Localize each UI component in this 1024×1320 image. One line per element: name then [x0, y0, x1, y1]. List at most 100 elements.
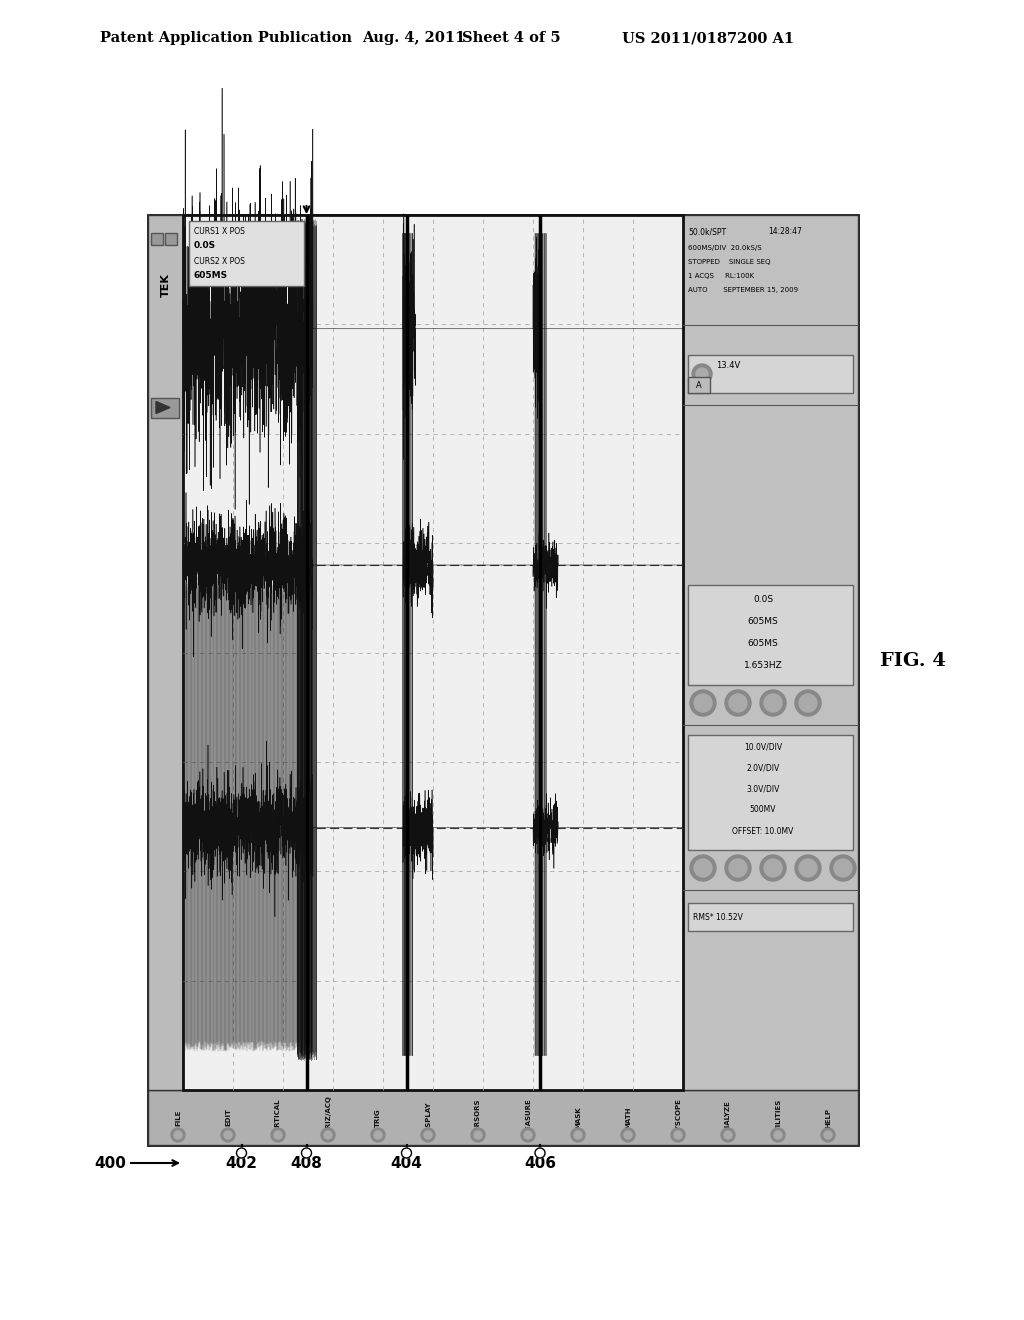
Text: TRIG: TRIG	[375, 1109, 381, 1127]
Circle shape	[535, 1148, 545, 1158]
Text: 10.0V/DIV: 10.0V/DIV	[744, 742, 782, 751]
Circle shape	[692, 364, 712, 384]
Circle shape	[321, 1129, 335, 1142]
Bar	[688, 355, 853, 393]
Text: 605MS: 605MS	[748, 639, 778, 648]
Text: FIG. 4: FIG. 4	[880, 652, 946, 671]
Circle shape	[694, 859, 712, 876]
Text: AUTO       SEPTEMBER 15, 2009: AUTO SEPTEMBER 15, 2009	[688, 286, 798, 293]
Text: 408: 408	[291, 1155, 323, 1171]
Bar	[683, 215, 858, 1090]
Text: EDIT: EDIT	[225, 1109, 231, 1126]
Circle shape	[774, 1131, 782, 1139]
Circle shape	[771, 1129, 785, 1142]
Circle shape	[674, 1131, 682, 1139]
Circle shape	[221, 1129, 234, 1142]
Text: HORIZ/ACQ: HORIZ/ACQ	[325, 1096, 331, 1139]
Text: 13.4V: 13.4V	[716, 360, 740, 370]
Circle shape	[760, 855, 786, 880]
Text: 0.0S: 0.0S	[753, 595, 773, 605]
Circle shape	[830, 855, 856, 880]
Circle shape	[474, 1131, 482, 1139]
Bar	[148, 215, 183, 1090]
Circle shape	[174, 1131, 182, 1139]
Text: ANALYZE: ANALYZE	[725, 1100, 731, 1135]
Text: VERTICAL: VERTICAL	[275, 1098, 281, 1137]
Circle shape	[237, 1148, 247, 1158]
Circle shape	[834, 859, 852, 876]
Circle shape	[824, 1131, 831, 1139]
Text: FILE: FILE	[175, 1109, 181, 1126]
Circle shape	[764, 859, 782, 876]
Bar	[688, 735, 853, 850]
Text: MASK: MASK	[575, 1106, 581, 1129]
Text: RMS* 10.52V: RMS* 10.52V	[693, 912, 742, 921]
Text: MEASURE: MEASURE	[525, 1098, 531, 1137]
Circle shape	[521, 1129, 535, 1142]
Circle shape	[374, 1131, 382, 1139]
Bar	[688, 585, 853, 685]
Bar	[151, 397, 179, 417]
Bar	[151, 234, 163, 246]
Text: 1.653HZ: 1.653HZ	[743, 661, 782, 671]
Text: (b): (b)	[191, 550, 205, 560]
Circle shape	[401, 1148, 412, 1158]
Text: DISPLAY: DISPLAY	[425, 1101, 431, 1134]
Bar	[148, 215, 858, 1144]
Circle shape	[421, 1129, 435, 1142]
Circle shape	[571, 1129, 585, 1142]
Circle shape	[821, 1129, 835, 1142]
Circle shape	[271, 1129, 285, 1142]
Text: US 2011/0187200 A1: US 2011/0187200 A1	[622, 30, 795, 45]
Text: Aug. 4, 2011: Aug. 4, 2011	[362, 30, 465, 45]
Text: TEK: TEK	[161, 273, 171, 297]
Text: 406: 406	[524, 1155, 556, 1171]
Text: 3.0V/DIV: 3.0V/DIV	[746, 784, 779, 793]
Bar	[165, 234, 177, 246]
Circle shape	[694, 694, 712, 711]
Circle shape	[371, 1129, 385, 1142]
Text: (a): (a)	[191, 813, 205, 822]
Text: 500MV: 500MV	[750, 805, 776, 814]
Circle shape	[764, 694, 782, 711]
Circle shape	[724, 1131, 732, 1139]
Bar	[189, 220, 304, 286]
Text: CURS2 X POS: CURS2 X POS	[194, 256, 245, 265]
Text: CURS1 X POS: CURS1 X POS	[194, 227, 245, 235]
Text: A: A	[696, 380, 701, 389]
Text: OFFSET: 10.0MV: OFFSET: 10.0MV	[732, 826, 794, 836]
Circle shape	[424, 1131, 432, 1139]
Text: STOPPED    SINGLE SEQ: STOPPED SINGLE SEQ	[688, 259, 770, 265]
Text: MYSCOPE: MYSCOPE	[675, 1098, 681, 1137]
Circle shape	[621, 1129, 635, 1142]
Bar	[148, 1090, 858, 1144]
Circle shape	[524, 1131, 532, 1139]
Circle shape	[729, 859, 746, 876]
Circle shape	[171, 1129, 185, 1142]
Circle shape	[274, 1131, 282, 1139]
Text: 50.0k/SPT: 50.0k/SPT	[688, 227, 726, 236]
Polygon shape	[156, 401, 170, 413]
Text: HELP: HELP	[825, 1107, 831, 1127]
Text: Sheet 4 of 5: Sheet 4 of 5	[462, 30, 560, 45]
Circle shape	[324, 1131, 332, 1139]
Text: 14:28:47: 14:28:47	[768, 227, 802, 236]
Circle shape	[624, 1131, 632, 1139]
Circle shape	[725, 690, 751, 715]
Text: MATH: MATH	[625, 1106, 631, 1129]
Circle shape	[671, 1129, 685, 1142]
Bar	[688, 903, 853, 931]
Text: 1 ACQS     RL:100K: 1 ACQS RL:100K	[688, 273, 754, 279]
Circle shape	[471, 1129, 485, 1142]
Text: 404: 404	[390, 1155, 423, 1171]
Circle shape	[799, 694, 817, 711]
Bar	[183, 215, 683, 1090]
Circle shape	[799, 859, 817, 876]
Circle shape	[574, 1131, 582, 1139]
Text: CURSORS: CURSORS	[475, 1098, 481, 1137]
Text: 600MS/DIV  20.0kS/S: 600MS/DIV 20.0kS/S	[688, 246, 762, 251]
Circle shape	[224, 1131, 232, 1139]
Circle shape	[795, 855, 821, 880]
Text: 605MS: 605MS	[748, 618, 778, 627]
Circle shape	[301, 1148, 311, 1158]
